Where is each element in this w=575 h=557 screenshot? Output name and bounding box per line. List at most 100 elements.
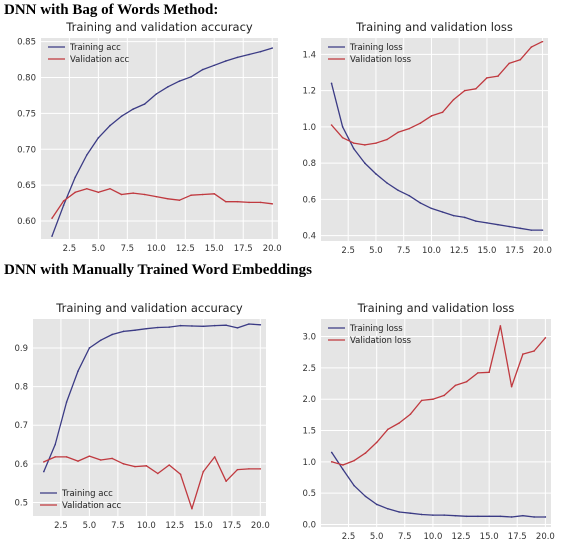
- series-line-training: [331, 452, 546, 518]
- series-line-training: [43, 323, 261, 472]
- data-point: [120, 115, 123, 118]
- data-point: [398, 422, 400, 424]
- data-point: [375, 441, 378, 444]
- data-point: [341, 126, 344, 128]
- data-point: [97, 191, 100, 194]
- data-point: [364, 144, 366, 146]
- data-point: [443, 394, 445, 397]
- data-point: [259, 201, 262, 204]
- data-point: [420, 399, 423, 402]
- data-point: [486, 77, 488, 79]
- data-point: [85, 154, 88, 156]
- x-tick-label: 20.0: [251, 521, 270, 531]
- x-tick-label: 5.0: [92, 244, 106, 254]
- data-point: [190, 194, 192, 197]
- data-point: [134, 329, 136, 332]
- x-tick-label: 7.5: [397, 246, 411, 256]
- y-tick-label: 2.5: [302, 364, 316, 374]
- y-tick-label: 1.4: [302, 50, 316, 60]
- x-tick-label: 15.0: [477, 246, 496, 256]
- data-point: [454, 514, 457, 517]
- data-point: [213, 192, 216, 195]
- data-point: [430, 207, 433, 210]
- data-point: [387, 428, 389, 431]
- x-tick-label: 17.5: [505, 246, 524, 256]
- x-tick-label: 15.0: [205, 244, 224, 254]
- data-point: [544, 336, 547, 339]
- data-point: [397, 189, 399, 192]
- y-tick-label: 0.8: [14, 383, 28, 393]
- data-point: [259, 50, 262, 53]
- data-point: [477, 515, 479, 518]
- data-point: [179, 324, 182, 327]
- series-line-validation: [43, 455, 261, 510]
- data-point: [248, 53, 250, 56]
- x-tick-label: 17.5: [234, 244, 253, 254]
- data-point: [99, 339, 102, 342]
- series-line-training: [330, 83, 543, 231]
- data-point: [544, 516, 547, 518]
- data-point: [155, 195, 158, 198]
- data-point: [74, 176, 76, 179]
- y-tick-label: 0.7: [14, 421, 28, 431]
- data-point: [62, 200, 65, 202]
- data-point: [364, 495, 367, 498]
- plot-area: [321, 38, 548, 241]
- y-tick-label: 0.60: [17, 217, 36, 227]
- x-tick-label: 2.5: [63, 244, 77, 254]
- data-point: [271, 47, 274, 49]
- data-point: [375, 142, 377, 144]
- data-point: [454, 384, 457, 387]
- data-point: [109, 187, 111, 190]
- x-tick-label: 10.0: [423, 532, 442, 542]
- plot-area: [321, 319, 551, 527]
- y-tick-label: 0.8: [302, 159, 316, 169]
- chart-title: Training and validation accuracy: [55, 301, 243, 315]
- x-tick-label: 5.0: [370, 532, 384, 542]
- x-tick-label: 12.5: [452, 532, 471, 542]
- data-point: [201, 193, 204, 196]
- data-point: [271, 203, 274, 205]
- data-point: [225, 324, 227, 326]
- data-point: [202, 470, 205, 473]
- embedding-loss-chart: 2.5 5.0 7.5 10.0 12.5 15.0 17.5 20.0 0.0 0.5 1.0 1.…: [302, 301, 554, 542]
- bow-accuracy-chart: 2.5 5.0 7.5 10.0 12.5 15.0 17.5 20.0 0.60 0.65 0.7…: [17, 20, 282, 254]
- x-tick-label: 2.5: [54, 521, 68, 531]
- data-point: [488, 371, 490, 374]
- data-point: [508, 225, 510, 228]
- y-tick-label: 0.65: [17, 181, 36, 191]
- data-point: [225, 200, 227, 203]
- data-point: [342, 468, 344, 471]
- x-tick-label: 12.5: [450, 246, 469, 256]
- data-point: [497, 223, 499, 226]
- y-tick-label: 0.85: [17, 38, 36, 48]
- data-point: [432, 514, 434, 516]
- x-tick-label: 5.0: [369, 246, 383, 256]
- data-point: [132, 108, 134, 110]
- data-point: [145, 464, 148, 467]
- x-tick-label: 10.0: [422, 246, 441, 256]
- data-point: [54, 456, 57, 458]
- x-tick-label: 5.0: [83, 521, 97, 531]
- x-tick-label: 7.5: [111, 521, 125, 531]
- data-point: [475, 87, 477, 90]
- x-tick-label: 7.5: [121, 244, 135, 254]
- data-point: [398, 511, 400, 513]
- data-point: [213, 324, 216, 327]
- x-tick-label: 17.5: [222, 521, 241, 531]
- series-line-validation: [331, 41, 543, 146]
- x-tick-label: 2.5: [341, 246, 355, 256]
- legend-label: Training acc: [61, 489, 113, 499]
- data-point: [497, 75, 499, 77]
- data-point: [236, 468, 239, 471]
- data-point: [191, 325, 193, 327]
- y-tick-label: 0.6: [302, 195, 316, 205]
- embedding-accuracy-chart: 2.5 5.0 7.5 10.0 12.5 15.0 17.5 20.0 0.5 0.6 0.7 0.…: [14, 301, 270, 531]
- data-point: [486, 222, 488, 224]
- section-title-bag-of-words: DNN with Bag of Words Method:: [4, 2, 219, 18]
- legend-label: Training loss: [349, 43, 403, 53]
- y-tick-label: 3.0: [302, 333, 316, 343]
- data-point: [519, 227, 522, 230]
- data-point: [387, 508, 389, 510]
- data-point: [201, 68, 204, 71]
